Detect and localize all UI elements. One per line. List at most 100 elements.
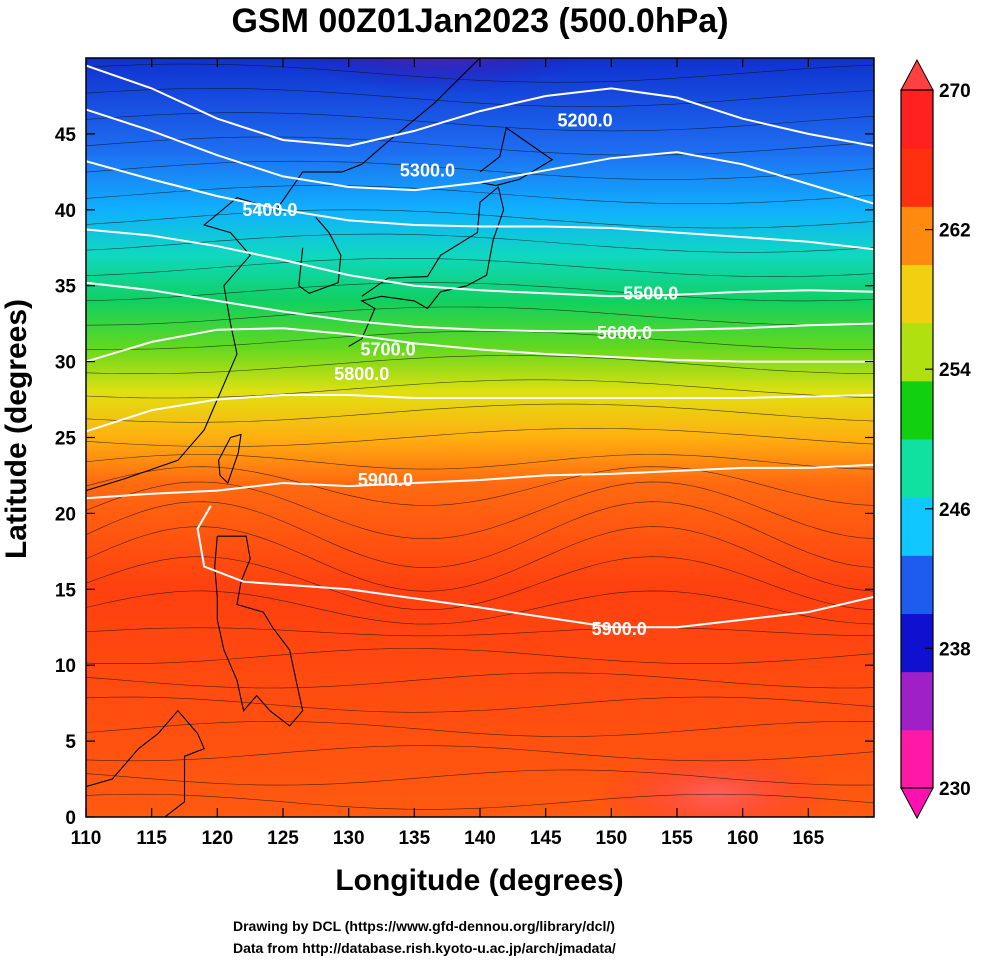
contour-line [86, 64, 874, 148]
streamline [86, 136, 874, 156]
streamline [86, 88, 874, 107]
colorbar-max-arrow [900, 58, 934, 91]
contour-label: 5200.0 [558, 110, 613, 130]
x-tick-label: 160 [727, 828, 759, 849]
coastline-asia [86, 58, 481, 492]
streamline [86, 379, 874, 399]
colorbar-segment [901, 90, 933, 149]
colorbar-segment [901, 729, 933, 789]
temperature-field [86, 58, 874, 817]
y-tick-label: 5 [65, 732, 76, 753]
x-tick-label: 155 [661, 828, 693, 849]
coastline-taiwan [218, 433, 242, 484]
coastline-hokkaido [479, 126, 554, 187]
y-axis-label: Latitude (degrees) [0, 298, 33, 560]
credit-drawing: Drawing by DCL (https://www.gfd-dennou.o… [233, 918, 615, 934]
contour-line [86, 160, 874, 251]
contour-line [86, 281, 874, 333]
colorbar-frame [900, 89, 934, 789]
colorbar-segment [901, 148, 933, 207]
x-tick-label: 115 [136, 828, 167, 849]
streamline [86, 112, 874, 132]
streamline [86, 160, 874, 180]
y-tick-label: 20 [55, 504, 76, 525]
x-tick-label: 130 [333, 828, 365, 849]
colorbar-tick-label: 230 [939, 779, 971, 800]
y-tick-label: 35 [55, 277, 77, 298]
colorbar-tick-label: 254 [939, 360, 971, 381]
y-tick-label: 30 [55, 353, 76, 374]
y-tick-label: 25 [55, 429, 77, 450]
y-tick-label: 45 [55, 125, 77, 146]
y-tick-label: 0 [65, 808, 76, 829]
contour-label: 5700.0 [361, 340, 416, 360]
streamline [86, 745, 874, 762]
x-tick-label: 165 [792, 828, 824, 849]
cold-low [258, 58, 624, 138]
x-tick-label: 150 [595, 828, 627, 849]
streamline [86, 481, 874, 540]
colorbar-segment [901, 380, 933, 440]
contour-line [86, 394, 874, 433]
colorbar-segment [901, 264, 933, 324]
streamline [86, 769, 874, 786]
streamline [86, 258, 874, 277]
streamline [86, 526, 874, 592]
colorbar-segment [901, 613, 933, 673]
streamline [86, 306, 874, 326]
coastline-philippines [214, 535, 304, 727]
streamline [86, 672, 874, 689]
streamline [86, 466, 874, 506]
streamline [86, 428, 874, 447]
contour-line [86, 463, 874, 500]
streamline [86, 627, 874, 637]
streamline [86, 556, 874, 611]
streamline [86, 501, 874, 569]
warm-pool [596, 749, 837, 817]
contour-line [86, 108, 874, 205]
colorbar-tick-label: 238 [939, 639, 971, 660]
colorbar-tick-label: 246 [939, 500, 971, 521]
coastline-korea [298, 217, 342, 294]
contour-label: 5900.0 [358, 470, 413, 490]
y-tick-label: 15 [55, 580, 77, 601]
x-tick-label: 135 [398, 828, 430, 849]
x-tick-label: 120 [201, 828, 233, 849]
colorbar-segment [901, 497, 933, 556]
colorbar-segment [901, 671, 933, 731]
x-tick-label: 125 [267, 828, 299, 849]
colorbar-min-arrow [900, 787, 934, 820]
chart-title: GSM 00Z01Jan2023 (500.0hPa) [231, 2, 729, 40]
contour-label: 5300.0 [400, 160, 455, 180]
streamline [86, 648, 874, 665]
contour-line [86, 228, 874, 298]
streamline [86, 355, 874, 374]
streamline [86, 185, 874, 204]
colorbar-segment [901, 206, 933, 265]
height-contours [86, 64, 874, 629]
y-tick-label: 40 [55, 201, 76, 222]
streamline [86, 403, 874, 423]
contour-label: 5500.0 [623, 283, 678, 303]
colorbar-segment [901, 439, 933, 498]
coastlines [86, 58, 554, 817]
colorbar-segment [901, 555, 933, 614]
x-tick-label: 140 [464, 828, 496, 849]
colorbar-segment [901, 322, 933, 382]
contour-line [196, 505, 874, 629]
contour-label: 5400.0 [242, 200, 297, 220]
contour-line [86, 327, 874, 363]
streamline [86, 282, 874, 302]
credit-data: Data from http://database.rish.kyoto-u.a… [233, 940, 616, 956]
x-axis-label: Longitude (degrees) [335, 864, 624, 897]
streamline [86, 721, 874, 737]
x-tick-label: 145 [530, 828, 562, 849]
colorbar-tick-label: 270 [939, 81, 971, 102]
contour-label: 5800.0 [334, 364, 389, 384]
streamline [86, 330, 874, 350]
streamline [86, 233, 874, 253]
y-tick-label: 10 [55, 656, 76, 677]
coastline-borneo [86, 709, 205, 817]
